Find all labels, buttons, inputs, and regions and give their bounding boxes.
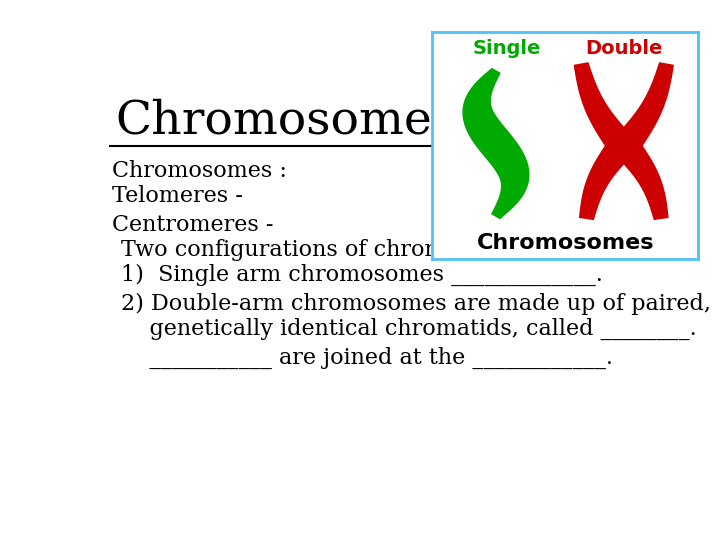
Circle shape [612,136,636,156]
Text: Telomeres -: Telomeres - [112,185,243,207]
Text: Double: Double [585,39,662,58]
Text: Chromosomes: Chromosomes [115,98,456,144]
Text: Chromosomes :: Chromosomes : [112,160,287,182]
Text: Centromeres -: Centromeres - [112,214,274,236]
Polygon shape [575,63,630,148]
Text: 1)  Single arm chromosomes _____________.: 1) Single arm chromosomes _____________. [121,264,603,286]
Text: 2) Double-arm chromosomes are made up of paired,: 2) Double-arm chromosomes are made up of… [121,293,711,315]
Text: Chromosomes: Chromosomes [477,233,654,253]
Polygon shape [618,63,673,148]
Text: Single: Single [472,39,541,58]
Polygon shape [618,144,668,219]
Polygon shape [580,144,630,219]
Text: Two configurations of chromosomes:: Two configurations of chromosomes: [121,239,536,261]
Polygon shape [463,69,528,218]
Text: ___________ are joined at the ____________.: ___________ are joined at the __________… [121,347,613,369]
Text: genetically identical chromatids, called ________.: genetically identical chromatids, called… [121,318,696,340]
